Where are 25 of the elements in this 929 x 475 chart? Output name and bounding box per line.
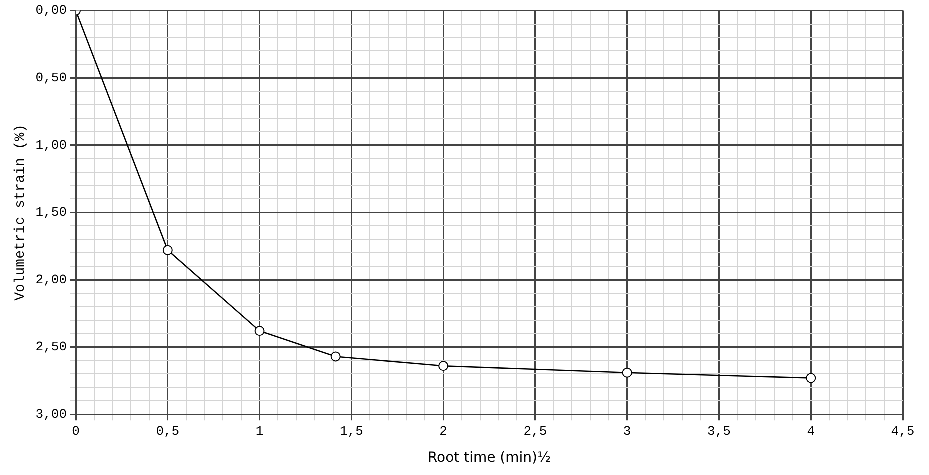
y-tick-label: 1,00 [36, 138, 68, 153]
point [254, 326, 265, 336]
point [162, 245, 173, 256]
point [330, 352, 341, 362]
point [438, 361, 449, 372]
x-tick-label: 1,5 [340, 424, 364, 439]
y-tick-label: 1,50 [36, 205, 68, 220]
y-tick-label: 3,00 [36, 407, 68, 422]
point [806, 373, 816, 384]
y-tick-label: 2,00 [36, 272, 68, 288]
x-tick-label: 1 [256, 424, 264, 439]
y-tick-label: 2,50 [36, 340, 68, 355]
x-tick-label: 4,5 [891, 424, 915, 439]
x-axis-title: Root time (min)½ [428, 450, 552, 466]
x-tick-label: 0 [72, 424, 80, 439]
x-tick-label: 4 [807, 424, 816, 439]
y-tick-label: 0,00 [36, 3, 68, 18]
y-axis-title: Volumetric strain (%) [13, 124, 30, 301]
point [622, 368, 632, 378]
x-tick-label: 2 [440, 424, 448, 439]
x-tick-label: 3,5 [708, 424, 731, 439]
x-tick-label: 0,5 [156, 424, 180, 439]
y-tick-label: 0,50 [36, 70, 68, 86]
x-tick-label: 2,5 [524, 424, 548, 439]
x-tick-label: 3 [623, 424, 632, 439]
